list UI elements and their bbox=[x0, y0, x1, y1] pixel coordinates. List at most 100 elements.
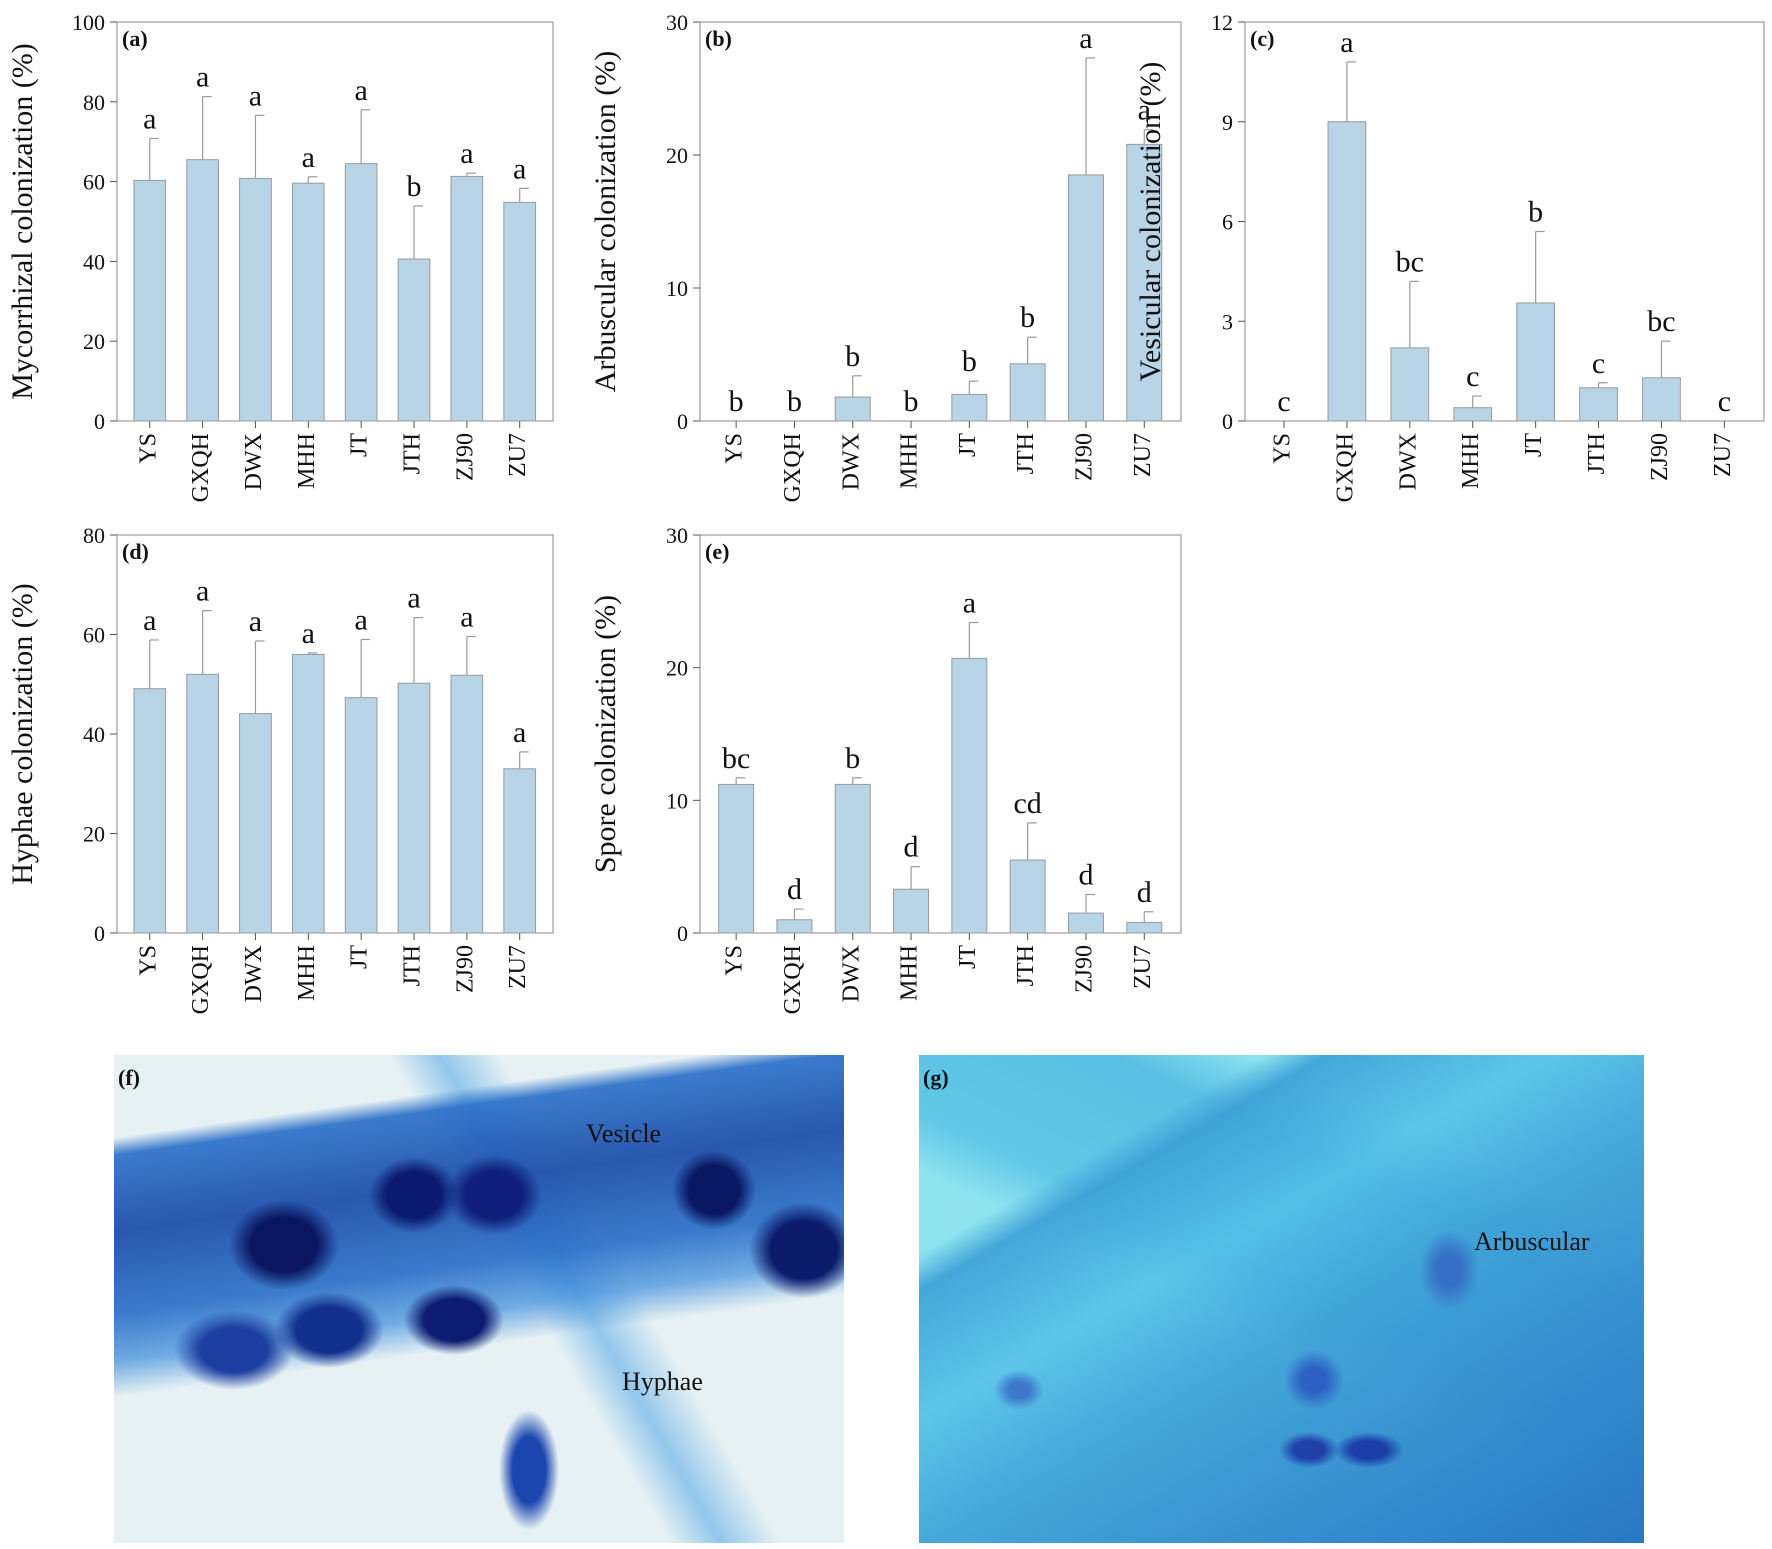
category-label: MHH bbox=[294, 433, 320, 489]
significance-letter: c bbox=[1466, 360, 1479, 393]
significance-letter: a bbox=[963, 587, 976, 620]
significance-letter: b bbox=[1020, 301, 1035, 334]
significance-letter: a bbox=[143, 103, 156, 136]
bar bbox=[1390, 347, 1430, 422]
category-label: YS bbox=[1270, 433, 1296, 464]
significance-letter: b bbox=[729, 385, 744, 418]
y-tick-label: 0 bbox=[1222, 409, 1233, 434]
y-tick-label: 0 bbox=[677, 921, 688, 946]
y-axis-label: Arbuscular colonization (%) bbox=[589, 51, 622, 393]
significance-letter: a bbox=[143, 604, 156, 637]
y-tick-label: 60 bbox=[83, 623, 105, 648]
chart-d: 0 20 40 60 80 Hyphae colonization (%) (d) a YS a G… bbox=[6, 523, 554, 1014]
annotation-hyphae: Hyphae bbox=[622, 1367, 703, 1396]
category-label: ZJ90 bbox=[1071, 945, 1097, 993]
category-label: MHH bbox=[897, 433, 923, 489]
y-tick-label: 20 bbox=[666, 143, 688, 168]
bar bbox=[239, 713, 272, 934]
y-tick-label: 80 bbox=[83, 523, 105, 548]
bar bbox=[834, 396, 871, 422]
bar bbox=[344, 697, 378, 934]
category-label: JT bbox=[955, 945, 981, 969]
bar bbox=[1126, 921, 1163, 934]
category-label: DWX bbox=[838, 945, 864, 1002]
bar bbox=[186, 673, 219, 934]
category-label: JT bbox=[347, 433, 373, 457]
significance-letter: a bbox=[302, 141, 315, 174]
bar bbox=[397, 258, 431, 422]
significance-letter: a bbox=[1079, 22, 1092, 55]
y-axis-label: Mycorrhizal colonization (%) bbox=[6, 43, 39, 400]
category-label: MHH bbox=[1458, 433, 1484, 489]
y-tick-label: 30 bbox=[666, 523, 688, 548]
category-label: DWX bbox=[241, 433, 267, 490]
plot-frame bbox=[699, 21, 1182, 422]
category-label: ZJ90 bbox=[1647, 433, 1673, 481]
y-axis-label: Vesicular colonization (%) bbox=[1134, 62, 1167, 382]
category-label: DWX bbox=[1395, 433, 1421, 490]
category-label: ZJ90 bbox=[452, 433, 478, 481]
bar bbox=[291, 182, 325, 422]
category-label: JTH bbox=[1013, 433, 1039, 474]
bar bbox=[450, 175, 484, 422]
bar bbox=[1579, 387, 1618, 422]
bar bbox=[397, 682, 431, 934]
y-axis-label: Hyphae colonization (%) bbox=[6, 583, 39, 885]
bar bbox=[344, 163, 378, 422]
significance-letter: a bbox=[354, 74, 367, 107]
category-label: JT bbox=[347, 945, 373, 969]
category-label: GXQH bbox=[780, 945, 806, 1014]
y-tick-label: 0 bbox=[677, 409, 688, 434]
bar bbox=[133, 179, 167, 422]
significance-letter: a bbox=[1340, 26, 1353, 59]
significance-letter: c bbox=[1592, 347, 1605, 380]
category-label: ZU7 bbox=[1130, 945, 1156, 989]
bar bbox=[1453, 407, 1493, 422]
chart-c: 0 3 6 9 12 Vesicular colonization (%) (c) c YS a G… bbox=[1134, 10, 1765, 502]
significance-letter: cd bbox=[1013, 787, 1041, 820]
plot-frame bbox=[699, 534, 1182, 934]
chart-b: 0 10 20 30 Arbuscular colonization (%) (b) b YS… bbox=[589, 10, 1182, 502]
bar bbox=[291, 653, 325, 934]
panel-label: (e) bbox=[705, 539, 729, 564]
y-tick-label: 40 bbox=[83, 722, 105, 747]
significance-letter: c bbox=[1277, 385, 1290, 418]
y-tick-label: 30 bbox=[666, 10, 688, 35]
significance-letter: b bbox=[845, 340, 860, 373]
y-tick-label: 6 bbox=[1222, 210, 1233, 235]
bar bbox=[1642, 377, 1681, 422]
significance-letter: b bbox=[407, 170, 422, 203]
category-label: GXQH bbox=[780, 433, 806, 502]
bar bbox=[1009, 859, 1046, 934]
significance-letter: bc bbox=[1647, 305, 1675, 338]
category-label: JTH bbox=[1013, 945, 1039, 986]
significance-letter: b bbox=[962, 345, 977, 378]
y-tick-label: 40 bbox=[83, 249, 105, 274]
category-label: ZU7 bbox=[1710, 433, 1736, 477]
bar bbox=[1009, 363, 1046, 422]
y-tick-label: 3 bbox=[1222, 309, 1233, 334]
significance-letter: a bbox=[196, 61, 209, 94]
y-tick-label: 20 bbox=[83, 822, 105, 847]
bar bbox=[951, 393, 988, 422]
category-label: GXQH bbox=[188, 433, 214, 502]
category-label: MHH bbox=[294, 945, 320, 1001]
y-axis-label: Spore colonization (%) bbox=[589, 595, 622, 873]
photo-label-g: (g) bbox=[923, 1065, 949, 1090]
significance-letter: a bbox=[460, 600, 473, 633]
category-label: ZU7 bbox=[1130, 433, 1156, 477]
category-label: YS bbox=[135, 945, 161, 976]
y-tick-label: 0 bbox=[94, 409, 105, 434]
y-tick-label: 20 bbox=[83, 329, 105, 354]
y-tick-label: 12 bbox=[1211, 10, 1233, 35]
bar bbox=[239, 177, 272, 422]
category-label: YS bbox=[722, 945, 748, 976]
annotation-arbuscular: Arbuscular bbox=[1474, 1227, 1590, 1256]
plot-frame bbox=[116, 21, 554, 422]
significance-letter: c bbox=[1718, 385, 1731, 418]
bar bbox=[1067, 912, 1104, 934]
category-label: YS bbox=[722, 433, 748, 464]
category-label: DWX bbox=[838, 433, 864, 490]
significance-letter: a bbox=[354, 603, 367, 636]
bar bbox=[776, 919, 813, 934]
